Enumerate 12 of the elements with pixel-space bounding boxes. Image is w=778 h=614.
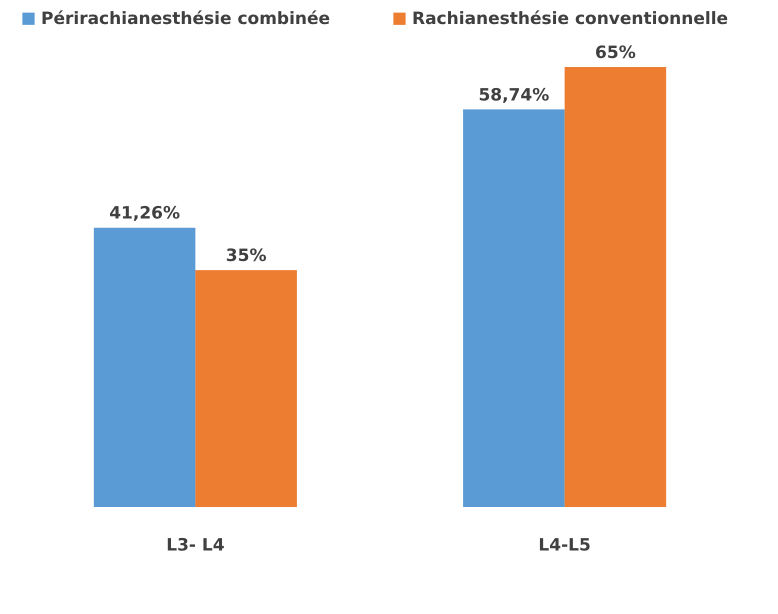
legend-label: Périrachianesthésie combinée <box>41 8 330 29</box>
bar <box>195 270 297 507</box>
legend-label: Rachianesthésie conventionnelle <box>412 8 728 29</box>
bar <box>463 109 565 507</box>
bar <box>564 67 666 507</box>
data-label: 41,26% <box>109 204 180 224</box>
x-tick-label: L4-L5 <box>538 536 591 556</box>
data-label: 58,74% <box>478 85 550 106</box>
x-tick-label: L3- L4 <box>166 536 225 556</box>
data-label: 35% <box>226 246 267 266</box>
data-label: 65% <box>595 43 636 63</box>
bar <box>94 228 196 507</box>
